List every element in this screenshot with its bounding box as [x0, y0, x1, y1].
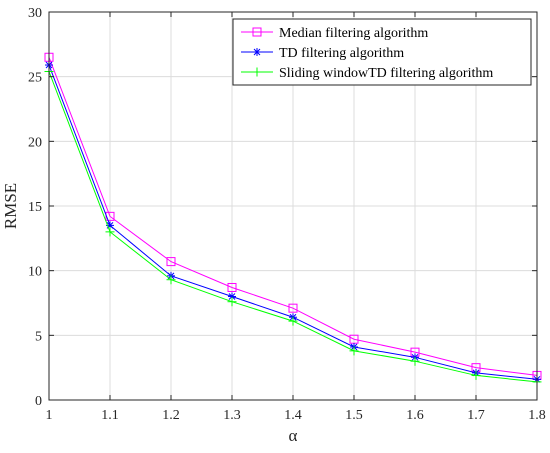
x-tick-label: 1.1 [101, 408, 119, 423]
series-layer [44, 52, 542, 387]
y-tick-label: 5 [35, 329, 42, 344]
plus-marker [166, 275, 176, 285]
asterisk-stroke [253, 48, 261, 56]
legend-item: Sliding windowTD filtering algorithm [241, 66, 493, 81]
asterisk-stroke [228, 293, 236, 300]
x-tick-label: 1.6 [406, 408, 424, 423]
x-tick-label: 1.8 [528, 408, 546, 423]
x-tick-label: 1.2 [162, 408, 180, 423]
legend-label: TD filtering algorithm [279, 46, 404, 61]
y-tick-label: 15 [28, 200, 42, 215]
plus-marker [105, 227, 115, 237]
series-line [48, 57, 538, 376]
y-axis-label: RMSE [1, 183, 20, 229]
y-tick-label: 30 [28, 6, 42, 21]
legend: Median filtering algorithm TD filtering a… [232, 18, 532, 86]
x-axis-label: α [289, 426, 298, 445]
legend-label: Median filtering algorithm [279, 26, 428, 41]
x-tick-label: 1.3 [223, 408, 241, 423]
square-marker [105, 211, 115, 221]
x-tick-label: 1.4 [284, 408, 302, 423]
plus-marker [288, 316, 298, 326]
plus-marker [252, 67, 262, 77]
plus-marker [227, 297, 237, 307]
legend-label: Sliding windowTD filtering algorithm [279, 66, 493, 81]
legend-box [232, 18, 532, 86]
plus-marker [471, 370, 481, 380]
y-tick-label: 10 [28, 265, 42, 280]
legend-item: Median filtering algorithm [241, 26, 428, 41]
x-tick-label: 1.7 [467, 408, 485, 423]
x-tick-label: 1.5 [345, 408, 363, 423]
square-marker [227, 282, 237, 292]
square-marker [166, 257, 176, 267]
ticks: 1 1.1 1.2 1.3 1.4 1.5 1.6 1.7 1.8 0 5 10 15 20 25 30 [28, 6, 546, 423]
y-tick-label: 25 [28, 71, 42, 86]
y-tick-label: 20 [28, 135, 42, 150]
plus-marker [410, 356, 420, 366]
square-marker [288, 303, 298, 313]
x-tick-label: 1 [46, 408, 53, 423]
y-tick-label: 0 [35, 394, 42, 409]
square-marker [252, 27, 262, 37]
legend-item: TD filtering algorithm [241, 46, 404, 61]
plus-marker [349, 346, 359, 356]
asterisk-marker [253, 48, 261, 56]
